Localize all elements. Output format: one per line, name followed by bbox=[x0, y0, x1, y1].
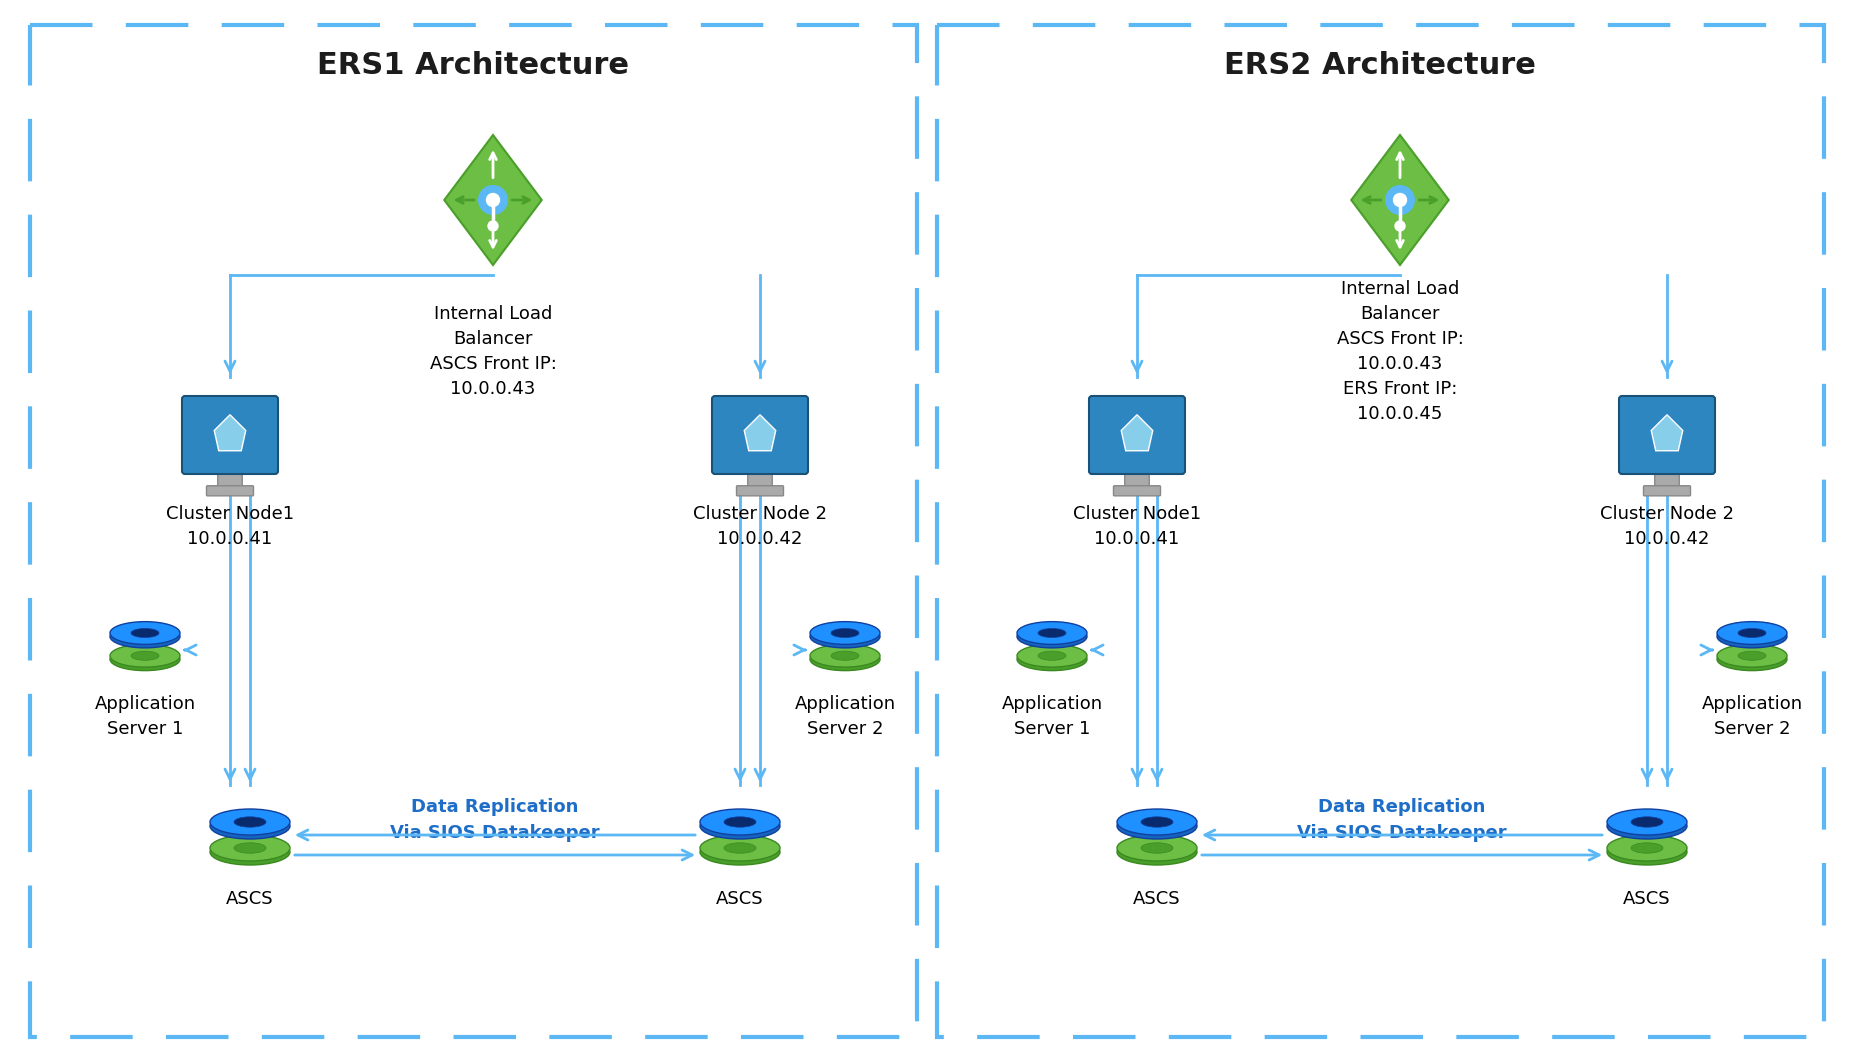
Ellipse shape bbox=[1140, 817, 1174, 827]
Text: Cluster Node 2
10.0.0.42: Cluster Node 2 10.0.0.42 bbox=[1600, 506, 1733, 548]
Ellipse shape bbox=[1116, 839, 1198, 866]
FancyBboxPatch shape bbox=[1619, 396, 1715, 474]
Ellipse shape bbox=[109, 626, 180, 648]
Text: Application
Server 1: Application Server 1 bbox=[95, 695, 195, 738]
Ellipse shape bbox=[810, 621, 881, 645]
Ellipse shape bbox=[1607, 813, 1687, 839]
Ellipse shape bbox=[1140, 843, 1174, 853]
Text: ASCS: ASCS bbox=[226, 890, 274, 908]
Circle shape bbox=[1394, 193, 1407, 206]
FancyBboxPatch shape bbox=[182, 396, 278, 474]
Ellipse shape bbox=[234, 817, 265, 827]
Text: ASCS: ASCS bbox=[1133, 890, 1181, 908]
Text: ERS1 Architecture: ERS1 Architecture bbox=[317, 51, 629, 80]
FancyBboxPatch shape bbox=[217, 470, 243, 487]
Circle shape bbox=[478, 186, 508, 215]
Ellipse shape bbox=[132, 629, 159, 637]
FancyBboxPatch shape bbox=[736, 485, 784, 496]
Ellipse shape bbox=[1717, 648, 1787, 670]
Ellipse shape bbox=[1116, 813, 1198, 839]
FancyBboxPatch shape bbox=[1088, 396, 1185, 474]
Ellipse shape bbox=[810, 648, 881, 670]
Circle shape bbox=[488, 221, 499, 232]
Text: Cluster Node 2
10.0.0.42: Cluster Node 2 10.0.0.42 bbox=[693, 506, 827, 548]
FancyBboxPatch shape bbox=[1643, 485, 1691, 496]
Polygon shape bbox=[215, 415, 247, 450]
Ellipse shape bbox=[1116, 809, 1198, 835]
Ellipse shape bbox=[1607, 809, 1687, 835]
Text: Internal Load
Balancer
ASCS Front IP:
10.0.0.43
ERS Front IP:
10.0.0.45: Internal Load Balancer ASCS Front IP: 10… bbox=[1337, 280, 1463, 423]
Text: Application
Server 2: Application Server 2 bbox=[1702, 695, 1802, 738]
Text: Data Replication
Via SIOS Datakeeper: Data Replication Via SIOS Datakeeper bbox=[389, 799, 601, 841]
Text: Application
Server 1: Application Server 1 bbox=[1001, 695, 1103, 738]
FancyBboxPatch shape bbox=[1656, 470, 1680, 487]
Ellipse shape bbox=[109, 645, 180, 667]
Ellipse shape bbox=[1717, 621, 1787, 645]
Ellipse shape bbox=[210, 809, 289, 835]
Ellipse shape bbox=[1737, 651, 1767, 661]
Circle shape bbox=[486, 193, 499, 206]
Circle shape bbox=[1385, 186, 1415, 215]
Polygon shape bbox=[1352, 135, 1448, 266]
Ellipse shape bbox=[1038, 629, 1066, 637]
Polygon shape bbox=[445, 135, 541, 266]
Ellipse shape bbox=[701, 809, 781, 835]
FancyBboxPatch shape bbox=[206, 485, 254, 496]
Text: ASCS: ASCS bbox=[1624, 890, 1670, 908]
Ellipse shape bbox=[1018, 648, 1086, 670]
FancyBboxPatch shape bbox=[747, 470, 773, 487]
Ellipse shape bbox=[810, 626, 881, 648]
Ellipse shape bbox=[132, 651, 159, 661]
Ellipse shape bbox=[210, 813, 289, 839]
Text: Cluster Node1
10.0.0.41: Cluster Node1 10.0.0.41 bbox=[167, 506, 295, 548]
Ellipse shape bbox=[210, 839, 289, 866]
Ellipse shape bbox=[831, 629, 858, 637]
Ellipse shape bbox=[210, 835, 289, 861]
FancyBboxPatch shape bbox=[1125, 470, 1149, 487]
Ellipse shape bbox=[701, 839, 781, 866]
Circle shape bbox=[1394, 221, 1405, 232]
Ellipse shape bbox=[1737, 629, 1767, 637]
Polygon shape bbox=[743, 415, 775, 450]
Ellipse shape bbox=[1632, 817, 1663, 827]
Text: ERS2 Architecture: ERS2 Architecture bbox=[1224, 51, 1535, 80]
Polygon shape bbox=[1652, 415, 1683, 450]
Ellipse shape bbox=[1018, 645, 1086, 667]
Ellipse shape bbox=[1038, 651, 1066, 661]
Ellipse shape bbox=[109, 621, 180, 645]
Text: ASCS: ASCS bbox=[716, 890, 764, 908]
Ellipse shape bbox=[1717, 645, 1787, 667]
Ellipse shape bbox=[701, 835, 781, 861]
Ellipse shape bbox=[1018, 626, 1086, 648]
Ellipse shape bbox=[1116, 835, 1198, 861]
Text: Application
Server 2: Application Server 2 bbox=[794, 695, 895, 738]
Ellipse shape bbox=[1018, 621, 1086, 645]
Ellipse shape bbox=[810, 645, 881, 667]
FancyBboxPatch shape bbox=[712, 396, 808, 474]
Ellipse shape bbox=[1607, 835, 1687, 861]
Polygon shape bbox=[1122, 415, 1153, 450]
Ellipse shape bbox=[1717, 626, 1787, 648]
Ellipse shape bbox=[109, 648, 180, 670]
Text: Internal Load
Balancer
ASCS Front IP:
10.0.0.43: Internal Load Balancer ASCS Front IP: 10… bbox=[430, 305, 556, 398]
Ellipse shape bbox=[701, 813, 781, 839]
Text: Data Replication
Via SIOS Datakeeper: Data Replication Via SIOS Datakeeper bbox=[1298, 799, 1507, 841]
Text: Cluster Node1
10.0.0.41: Cluster Node1 10.0.0.41 bbox=[1073, 506, 1201, 548]
Ellipse shape bbox=[234, 843, 265, 853]
Ellipse shape bbox=[1607, 839, 1687, 866]
Ellipse shape bbox=[725, 817, 756, 827]
Ellipse shape bbox=[725, 843, 756, 853]
Ellipse shape bbox=[1632, 843, 1663, 853]
Ellipse shape bbox=[831, 651, 858, 661]
FancyBboxPatch shape bbox=[1114, 485, 1161, 496]
